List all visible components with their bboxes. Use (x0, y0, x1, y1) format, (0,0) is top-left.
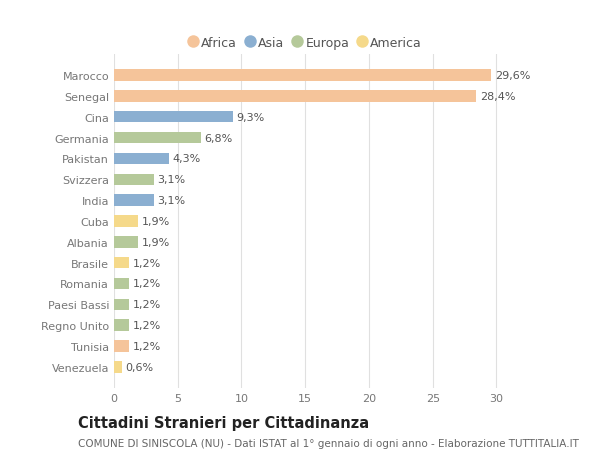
Bar (114, 153, 169, 165)
Text: 28,4%: 28,4% (480, 92, 515, 102)
Bar (114, 257, 130, 269)
Bar (114, 195, 154, 207)
Text: 29,6%: 29,6% (495, 71, 530, 81)
Text: 1,2%: 1,2% (133, 320, 161, 330)
Text: 3,1%: 3,1% (157, 196, 185, 206)
Text: 1,2%: 1,2% (133, 258, 161, 268)
Text: 1,9%: 1,9% (142, 217, 170, 226)
Bar (114, 278, 130, 290)
Bar (114, 299, 130, 310)
Text: COMUNE DI SINISCOLA (NU) - Dati ISTAT al 1° gennaio di ogni anno - Elaborazione : COMUNE DI SINISCOLA (NU) - Dati ISTAT al… (78, 438, 579, 448)
Bar (114, 341, 130, 352)
Text: 3,1%: 3,1% (157, 175, 185, 185)
Text: 1,2%: 1,2% (133, 341, 161, 351)
Bar (114, 236, 138, 248)
Legend: Africa, Asia, Europa, America: Africa, Asia, Europa, America (187, 35, 425, 53)
Bar (114, 320, 130, 331)
Text: 1,2%: 1,2% (133, 300, 161, 310)
Bar (114, 112, 233, 123)
Bar (114, 70, 491, 82)
Bar (114, 361, 122, 373)
Bar (114, 216, 138, 227)
Text: 1,2%: 1,2% (133, 279, 161, 289)
Bar (114, 91, 476, 102)
Text: Cittadini Stranieri per Cittadinanza: Cittadini Stranieri per Cittadinanza (78, 415, 369, 431)
Bar (114, 174, 154, 185)
Text: 6,8%: 6,8% (205, 133, 233, 143)
Text: 0,6%: 0,6% (125, 362, 154, 372)
Text: 4,3%: 4,3% (173, 154, 201, 164)
Text: 1,9%: 1,9% (142, 237, 170, 247)
Text: 9,3%: 9,3% (236, 112, 265, 123)
Bar (114, 133, 200, 144)
